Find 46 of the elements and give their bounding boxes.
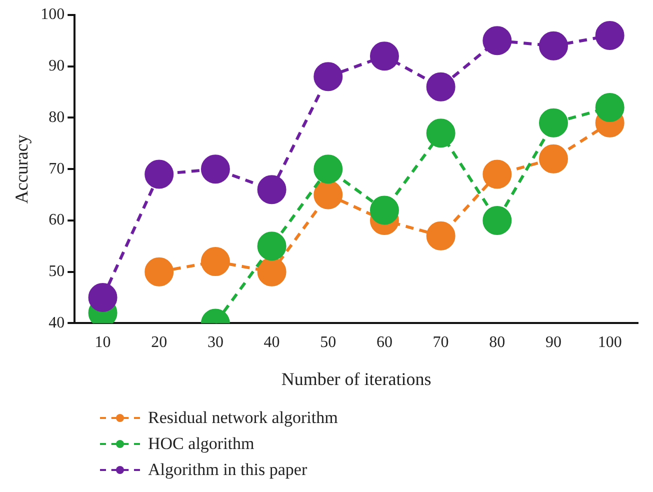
point <box>482 206 512 235</box>
legend-label: Residual network algorithm <box>148 408 338 428</box>
point <box>257 257 286 286</box>
x-axis-title: Number of iterations <box>281 368 432 389</box>
point <box>314 154 343 184</box>
x-tick-label: 20 <box>151 334 168 352</box>
point <box>314 62 343 92</box>
y-tick-label: 80 <box>48 108 65 126</box>
y-tick-label: 100 <box>40 6 65 24</box>
y-tick-label: 40 <box>48 314 65 332</box>
point <box>200 154 230 184</box>
y-tick-label: 50 <box>48 263 65 280</box>
point <box>538 108 568 138</box>
point <box>538 31 568 60</box>
point <box>426 72 456 102</box>
point <box>595 21 624 50</box>
point <box>370 42 399 71</box>
x-tick-label: 80 <box>489 334 506 352</box>
x-tick-label: 70 <box>432 334 449 352</box>
point <box>538 144 568 174</box>
legend-label: Algorithm in this paper <box>148 460 308 480</box>
x-tick-label: 40 <box>264 334 280 352</box>
x-tick-label: 50 <box>320 334 336 352</box>
point <box>595 92 624 122</box>
point <box>88 283 118 312</box>
point <box>144 257 174 286</box>
y-tick-label: 60 <box>48 212 65 229</box>
x-tick-label: 100 <box>598 334 622 352</box>
x-tick-label: 10 <box>94 334 111 352</box>
point <box>482 26 512 56</box>
x-tick-label: 90 <box>545 334 562 352</box>
y-tick-label: 70 <box>48 160 65 178</box>
point <box>144 160 174 189</box>
point <box>426 221 456 250</box>
point <box>426 118 456 148</box>
x-tick-label: 30 <box>207 334 224 352</box>
y-tick-label: 90 <box>48 58 65 75</box>
point <box>370 196 399 225</box>
point <box>257 232 286 261</box>
point <box>200 247 230 276</box>
y-axis-title: Accuracy <box>12 134 32 204</box>
x-tick-label: 60 <box>376 334 392 352</box>
point <box>257 175 286 204</box>
point <box>314 180 343 210</box>
point <box>482 160 512 189</box>
legend-label: HOC algorithm <box>148 434 254 454</box>
